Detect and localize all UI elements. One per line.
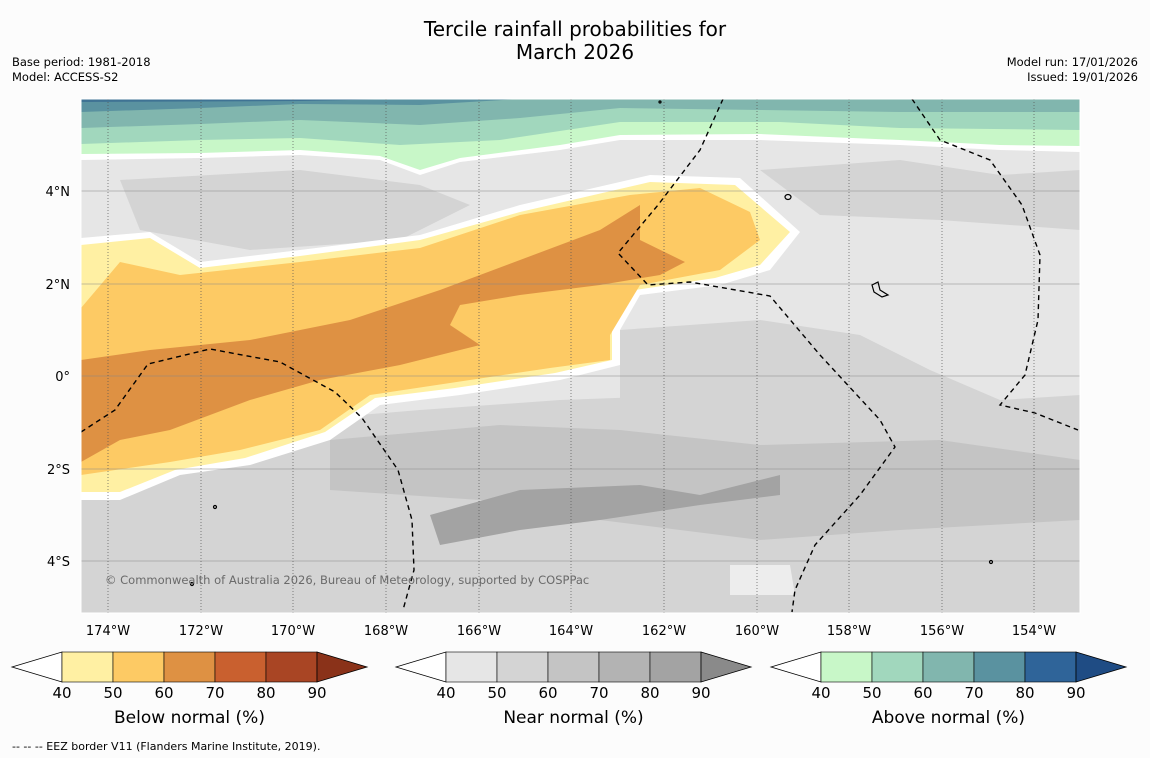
colorbar-under-triangle <box>394 651 447 683</box>
colorbar-tick-label: 50 <box>487 684 507 702</box>
colorbar-tick-label: 80 <box>640 684 660 702</box>
island-kiritimati <box>871 281 890 298</box>
island-tabuaeran <box>784 193 792 201</box>
title-line-2: March 2026 <box>515 40 635 64</box>
colorbar-segment <box>598 651 651 683</box>
colorbar-segment <box>922 651 975 683</box>
colorbar-tick-label: 70 <box>205 684 225 702</box>
latitude-label: 4°N <box>46 185 71 200</box>
longitude-label: 158°W <box>827 624 871 639</box>
island-malden <box>988 559 994 565</box>
colorbar-tick-label: 40 <box>811 684 831 702</box>
colorbar-over-triangle <box>700 651 753 683</box>
colorbar-segment <box>547 651 600 683</box>
colorbar-segment <box>445 651 498 683</box>
longitude-label: 174°W <box>86 624 130 639</box>
eez-footnote: -- -- -- EEZ border V11 (Flanders Marine… <box>12 740 321 753</box>
base-period: Base period: 1981-2018 <box>12 55 151 69</box>
colorbar-segment <box>973 651 1026 683</box>
longitude-label: 170°W <box>271 624 315 639</box>
near-normal-low-patch <box>730 565 795 595</box>
model-name: Model: ACCESS-S2 <box>12 70 119 84</box>
near-normal-50-ne <box>760 160 1080 230</box>
island-small <box>189 581 195 587</box>
longitude-label: 154°W <box>1012 624 1056 639</box>
model-run: Model run: 17/01/2026 <box>1006 55 1138 69</box>
above-normal-60 <box>81 99 1080 128</box>
title-line-1: Tercile rainfall probabilities for <box>423 17 727 41</box>
colorbar-segment <box>820 651 873 683</box>
longitude-label: 160°W <box>735 624 779 639</box>
colorbar-segment <box>1024 651 1077 683</box>
islands <box>189 100 994 587</box>
near-normal-50-east <box>620 320 1080 460</box>
colorbar-title: Below normal (%) <box>114 708 265 728</box>
island-north <box>658 100 662 104</box>
latitude-label: 0° <box>55 370 70 385</box>
graticule <box>81 190 1080 562</box>
above-normal-70 <box>81 99 520 112</box>
latitude-label: 2°N <box>46 278 71 293</box>
legend-colorbars <box>10 651 1128 683</box>
colorbar-over-triangle <box>316 651 369 683</box>
near-normal-60 <box>330 425 1080 540</box>
longitude-label: 164°W <box>549 624 593 639</box>
map-frame <box>80 98 1081 614</box>
colorbar-segment <box>265 651 318 683</box>
colorbar-tick-label: 60 <box>913 684 933 702</box>
near-normal-50-north <box>120 170 470 250</box>
colorbar-under-triangle <box>10 651 63 683</box>
longitude-labels: 174°W 172°W 170°W 168°W 166°W 164°W 162°W 160°W… <box>86 624 1056 639</box>
colorbar-tick-label: 70 <box>589 684 609 702</box>
colorbar-tick-label: 70 <box>964 684 984 702</box>
longitude-label: 156°W <box>920 624 964 639</box>
colorbar-segment <box>649 651 702 683</box>
colorbar-tick-label: 90 <box>691 684 711 702</box>
latitude-label: 2°S <box>47 463 70 478</box>
latitude-labels: 4°N 2°N 0° 2°S 4°S <box>46 185 71 570</box>
colorbar-segment <box>163 651 216 683</box>
colorbar-segment <box>112 651 165 683</box>
colorbar-tick-label: 90 <box>1066 684 1086 702</box>
eez-borders <box>80 98 1079 613</box>
longitude-label: 162°W <box>642 624 686 639</box>
colorbar-tick-label: 90 <box>307 684 327 702</box>
colorbar-tick-label: 80 <box>256 684 276 702</box>
colorbar-tick-label: 60 <box>538 684 558 702</box>
above-normal-80 <box>81 99 400 102</box>
colorbar-segment <box>61 651 114 683</box>
below-normal-60 <box>81 205 685 462</box>
issued-date: Issued: 19/01/2026 <box>1027 70 1138 84</box>
colorbar-under-triangle <box>769 651 822 683</box>
colorbar-tick-label: 50 <box>862 684 882 702</box>
longitude-label: 166°W <box>457 624 501 639</box>
colorbar-title: Near normal (%) <box>503 708 644 728</box>
longitude-label: 168°W <box>364 624 408 639</box>
colorbar-segment <box>871 651 924 683</box>
colorbar-tick-label: 40 <box>436 684 456 702</box>
colorbar-segment <box>496 651 549 683</box>
copyright-notice: © Commonwealth of Australia 2026, Bureau… <box>105 573 590 587</box>
colorbar-title: Above normal (%) <box>871 708 1026 728</box>
colorbar-tick-label: 60 <box>154 684 174 702</box>
colorbar-tick-label: 80 <box>1015 684 1035 702</box>
island-baker <box>212 504 218 510</box>
colorbar-over-triangle <box>1075 651 1128 683</box>
map-title: Tercile rainfall probabilities for March… <box>0 18 1150 64</box>
near-normal-70-patch <box>430 475 780 545</box>
colorbar-tick-label: 40 <box>52 684 72 702</box>
metadata-left: Base period: 1981-2018 Model: ACCESS-S2 <box>12 55 151 85</box>
colorbar-segment <box>214 651 267 683</box>
longitude-label: 172°W <box>179 624 223 639</box>
latitude-label: 4°S <box>47 555 70 570</box>
colorbar-tick-label: 50 <box>103 684 123 702</box>
metadata-right: Model run: 17/01/2026 Issued: 19/01/2026 <box>1007 55 1138 85</box>
